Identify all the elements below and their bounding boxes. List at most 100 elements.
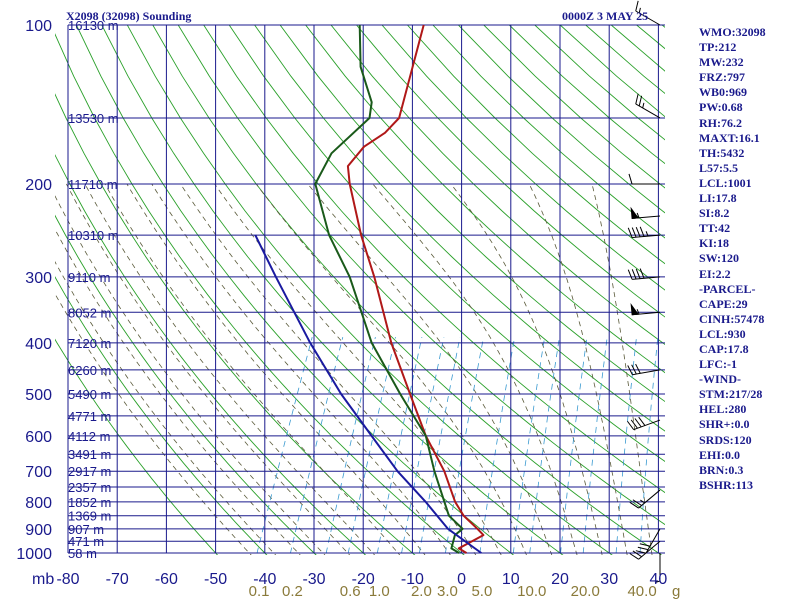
moist-adiabat [372, 183, 578, 555]
wind-barb [635, 0, 661, 26]
temperature-tick-label: 40 [650, 571, 668, 588]
moist-adiabat [126, 183, 426, 555]
temperature-tick-label: -70 [106, 571, 129, 588]
height-label: 58 m [68, 546, 97, 561]
height-label: 10310 m [68, 228, 119, 243]
sounding-series [254, 25, 485, 554]
moist-adiabat [307, 183, 553, 555]
dry-adiabat [126, 25, 613, 555]
pressure-tick-label: 500 [25, 387, 52, 404]
index-item: TT:42 [699, 221, 731, 236]
dry-adiabat [55, 214, 317, 555]
dry-adiabat [152, 25, 663, 555]
mixing-ratio-line [325, 337, 376, 555]
mixing-ratio-line [582, 337, 608, 555]
station-title: X2098 (32098) Sounding [66, 9, 192, 23]
temperature-tick-label: -20 [352, 571, 375, 588]
moist-adiabat [55, 293, 252, 555]
pressure-tick-label: 300 [25, 270, 52, 287]
index-item: RH:76.2 [699, 115, 742, 130]
dry-adiabats [55, 25, 665, 555]
height-label: 6260 m [68, 363, 111, 378]
moist-adiabat [55, 260, 277, 555]
mixing-ratio-label: 0.1 [249, 583, 270, 600]
dry-adiabat [407, 25, 665, 265]
temperature-tick-label: 10 [502, 571, 520, 588]
height-label: 2917 m [68, 464, 111, 479]
index-item: KI:18 [699, 236, 729, 251]
temperature-line [346, 25, 485, 554]
indices-panel: WMO:32098 TP:212 MW:232 FRZ:797 WB0:969 PW:0.… [699, 25, 766, 493]
moist-adiabat [255, 183, 527, 555]
dry-adiabat [279, 25, 665, 403]
moist-adiabat [591, 183, 653, 555]
pressure-tick-label: 900 [25, 522, 52, 539]
index-item: SRDS:120 [699, 432, 752, 447]
temperature-tick-label: -10 [401, 571, 424, 588]
height-label: 2357 m [68, 480, 111, 495]
pressure-unit-label: mb [32, 571, 54, 588]
height-label: 4771 m [68, 409, 111, 424]
height-label: 1852 m [68, 495, 111, 510]
height-label: 13530 m [68, 111, 119, 126]
wind-barb [629, 489, 661, 509]
index-item: CAP:17.8 [699, 341, 749, 356]
mixing-ratio-line [376, 337, 423, 555]
height-label: 7120 m [68, 336, 111, 351]
mixing-ratio-line [256, 336, 313, 555]
dry-adiabat [55, 33, 465, 555]
mixing-ratio-label: 0.2 [282, 583, 303, 600]
index-item: CINH:57478 [699, 311, 765, 326]
mixing-ratio-line [400, 337, 445, 555]
index-item: HEL:280 [699, 402, 747, 417]
wind-barbs [627, 0, 661, 583]
dry-adiabat [203, 25, 665, 494]
index-item: WMO:32098 [699, 25, 766, 39]
moist-adiabat [55, 228, 301, 555]
temperature-tick-label: 20 [551, 571, 569, 588]
index-item: LI:17.8 [699, 191, 737, 206]
parcel-line [254, 234, 482, 554]
moist-adiabat [55, 195, 326, 555]
temperature-tick-label: 0 [457, 571, 466, 588]
wind-barb [635, 93, 661, 119]
index-item: SW:120 [699, 251, 740, 266]
height-label: 4112 m [68, 429, 110, 444]
index-item: L57:5.5 [699, 160, 738, 175]
wind-barb [627, 226, 661, 239]
height-label: 3491 m [68, 447, 111, 462]
mixing-ratio-label: 20.0 [571, 583, 600, 600]
mixing-ratio-label: 5.0 [471, 583, 492, 600]
moist-adiabat [66, 183, 351, 555]
height-label: 1369 m [68, 509, 111, 524]
pressure-tick-label: 200 [25, 177, 52, 194]
mixing-ratio-line [560, 337, 588, 555]
wind-barb [627, 268, 661, 280]
wind-barb [635, 528, 661, 554]
height-label: 5490 m [68, 387, 111, 402]
mixing-ratio-label: 1.0 [369, 583, 390, 600]
dry-adiabat [228, 25, 665, 462]
wind-barb [630, 302, 661, 316]
moist-adiabat [151, 183, 451, 555]
index-item: SI:8.2 [699, 206, 730, 221]
pressure-tick-label: 700 [25, 464, 52, 481]
dewpoint-line [314, 25, 464, 554]
index-item: TH:5432 [699, 145, 745, 160]
dry-adiabat [585, 25, 665, 95]
dry-adiabat [381, 25, 665, 291]
wind-barb [628, 173, 660, 185]
temperature-tick-label: -80 [56, 571, 79, 588]
index-item: LCL:930 [699, 326, 746, 341]
dry-adiabat [55, 154, 367, 555]
dry-adiabat [55, 276, 268, 555]
index-item: WB0:969 [699, 85, 747, 100]
height-label: 8052 m [68, 305, 111, 320]
mixing-ratio-line [444, 337, 484, 555]
wind-barb [654, 553, 661, 583]
height-label: 16130 m [68, 18, 119, 33]
index-item: EHI:0.0 [699, 447, 741, 462]
index-item: BRN:0.3 [699, 462, 744, 477]
